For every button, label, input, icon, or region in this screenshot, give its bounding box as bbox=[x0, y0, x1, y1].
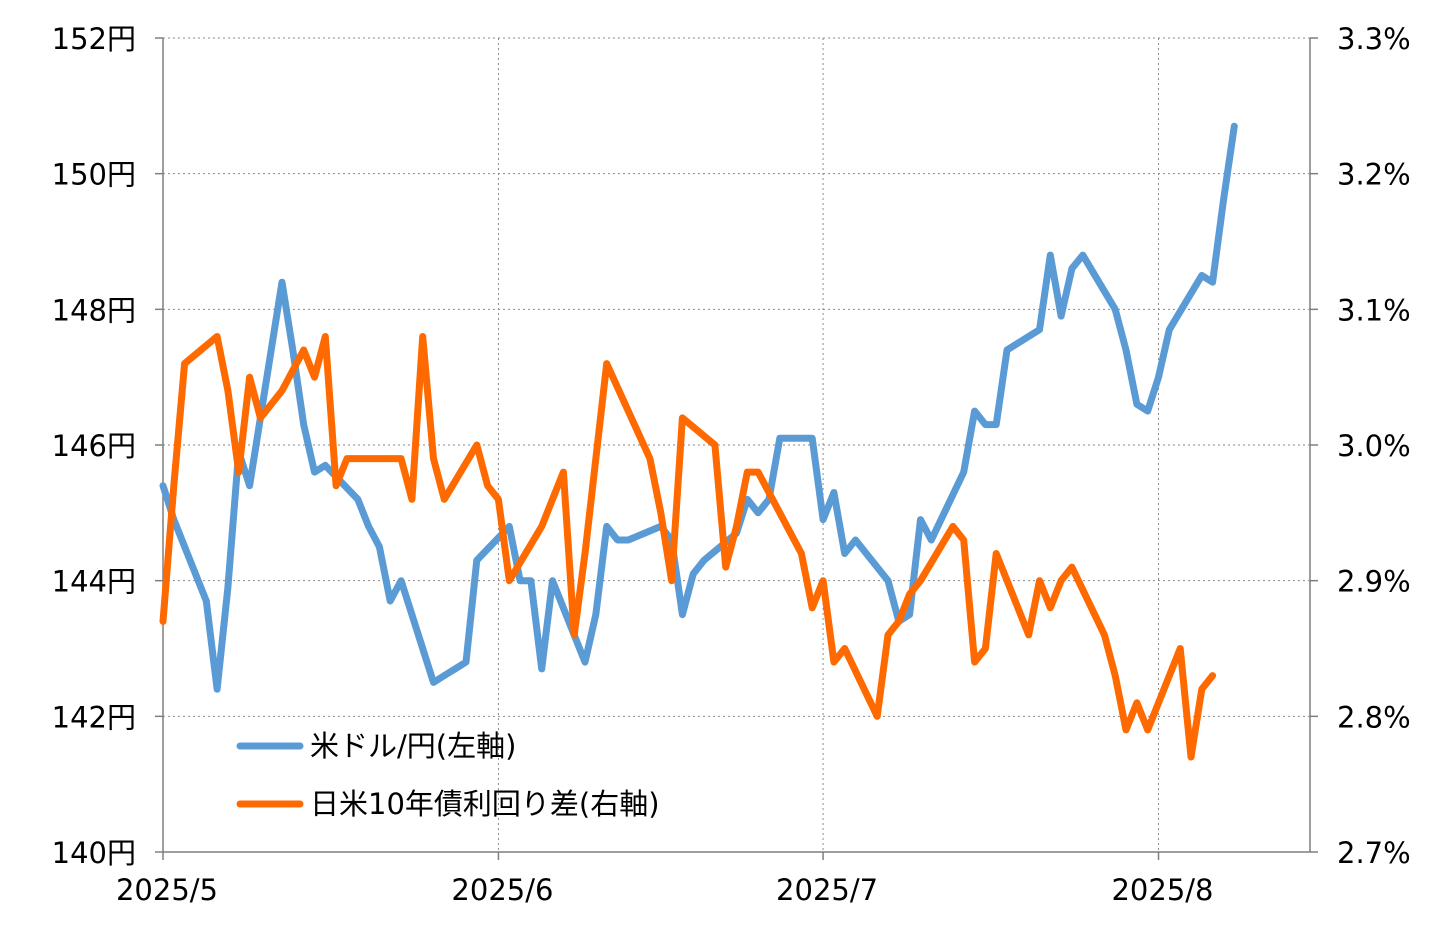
x-tick-label: 2025/6 bbox=[451, 873, 553, 907]
left-tick-label: 140円 bbox=[52, 836, 136, 870]
right-tick-label: 3.2% bbox=[1337, 158, 1411, 192]
right-tick-label: 3.3% bbox=[1337, 22, 1411, 56]
right-y-axis-ticks: 2.7% 2.8% 2.9% 3.0% 3.1% 3.2% 3.3% bbox=[1337, 22, 1411, 870]
left-y-axis-ticks: 140円 142円 144円 146円 148円 150円 152円 bbox=[52, 22, 136, 870]
legend: 米ドル/円(左軸) 日米10年債利回り差(右軸) bbox=[236, 729, 660, 821]
left-tick-label: 150円 bbox=[52, 158, 136, 192]
series-lines bbox=[159, 122, 1238, 761]
legend-label: 日米10年債利回り差(右軸) bbox=[310, 787, 660, 821]
gridlines bbox=[163, 37, 1310, 852]
left-tick-label: 142円 bbox=[52, 700, 136, 734]
x-tick-label: 2025/8 bbox=[1111, 873, 1213, 907]
right-tick-label: 2.8% bbox=[1337, 700, 1411, 734]
left-tick-label: 148円 bbox=[52, 293, 136, 327]
right-tick-label: 2.7% bbox=[1337, 836, 1411, 870]
axes bbox=[155, 37, 1318, 860]
left-tick-label: 152円 bbox=[52, 22, 136, 56]
usd-jpy-line bbox=[159, 122, 1238, 693]
left-tick-label: 144円 bbox=[52, 565, 136, 599]
right-tick-label: 3.0% bbox=[1337, 429, 1411, 463]
right-tick-label: 2.9% bbox=[1337, 565, 1411, 599]
yield-spread-line bbox=[159, 333, 1217, 761]
right-tick-label: 3.1% bbox=[1337, 293, 1411, 327]
left-tick-label: 146円 bbox=[52, 429, 136, 463]
x-axis-ticks: 2025/5 2025/6 2025/7 2025/8 bbox=[116, 873, 1214, 907]
legend-label: 米ドル/円(左軸) bbox=[310, 729, 516, 763]
x-tick-label: 2025/5 bbox=[116, 873, 218, 907]
x-tick-label: 2025/7 bbox=[776, 873, 878, 907]
